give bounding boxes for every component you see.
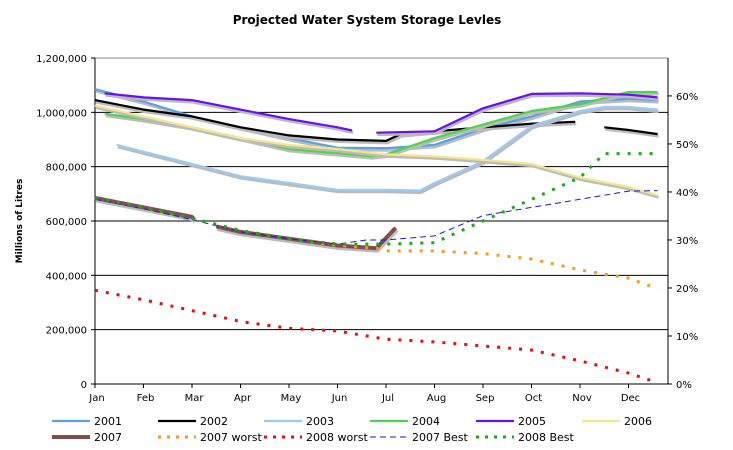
y2-tick-label: 60% xyxy=(676,92,698,103)
legend-label: 2007 Best xyxy=(412,431,469,444)
x-tick-label: Sep xyxy=(476,393,495,404)
series-2006 xyxy=(94,104,660,199)
legend-label: 2008 Best xyxy=(518,431,575,444)
y2-tick-label: 40% xyxy=(676,188,698,199)
series-shadow xyxy=(95,106,660,199)
x-tick-label: Feb xyxy=(137,393,155,404)
y-tick-label: 400,000 xyxy=(46,271,87,282)
legend-label: 2007 worst xyxy=(200,431,262,444)
y-tick-label: 0 xyxy=(81,380,87,391)
series-shadow xyxy=(95,197,198,224)
y2-tick-label: 20% xyxy=(676,284,698,295)
series-line xyxy=(94,152,658,246)
series-2005 xyxy=(104,92,659,137)
series-line xyxy=(94,288,659,385)
series-line xyxy=(94,99,576,142)
legend-label: 2004 xyxy=(412,415,440,428)
x-tick-label: Mar xyxy=(185,393,205,404)
x-tick-label: May xyxy=(281,393,302,404)
series-line xyxy=(604,126,658,136)
y-tick-label: 200,000 xyxy=(46,326,87,337)
x-tick-label: Jun xyxy=(331,393,348,404)
series-shadow xyxy=(105,93,354,134)
legend-label: 2003 xyxy=(306,415,334,428)
chart-title: Projected Water System Storage Levles xyxy=(233,13,502,27)
series-group xyxy=(94,88,660,385)
y2-tick-label: 50% xyxy=(676,140,698,151)
y2-tick-label: 0% xyxy=(676,380,692,391)
x-tick-label: Jan xyxy=(88,393,104,404)
series-line xyxy=(116,105,658,192)
series-shadow xyxy=(377,93,659,137)
axes: 0 200,000 400,000 600,000 800,000 1,000,000 1,… xyxy=(36,54,698,404)
legend-label: 2005 xyxy=(518,415,546,428)
series-shadow xyxy=(605,127,659,138)
x-tick-label: Dec xyxy=(621,393,640,404)
y-tick-label: 1,000,000 xyxy=(36,108,87,119)
series-line xyxy=(104,92,353,132)
y2-tick-label: 10% xyxy=(676,332,698,343)
y-axis-label: Millions of Litres xyxy=(15,179,25,264)
legend: 2001 2002 2003 2004 2005 2006 2007 2007 worst 20… xyxy=(52,415,652,444)
legend-label: 2001 xyxy=(94,415,122,428)
x-tick-label: Aug xyxy=(427,393,447,404)
series-2008-best xyxy=(94,152,658,246)
x-tick-label: Jul xyxy=(381,393,394,404)
legend-label: 2007 xyxy=(94,431,122,444)
series-line xyxy=(94,88,658,150)
y-tick-label: 800,000 xyxy=(46,163,87,174)
series-line xyxy=(94,104,658,197)
series-line xyxy=(376,92,658,134)
x-tick-label: Oct xyxy=(525,393,542,404)
x-tick-label: Apr xyxy=(234,393,252,404)
legend-label: 2008 worst xyxy=(306,431,368,444)
y2-tick-label: 30% xyxy=(676,236,698,247)
x-tick-label: Nov xyxy=(572,393,592,404)
series-2008-worst xyxy=(94,288,659,385)
y-tick-label: 600,000 xyxy=(46,217,87,228)
series-shadow xyxy=(117,107,659,195)
series-2003 xyxy=(116,105,659,195)
y-tick-label: 1,200,000 xyxy=(36,54,87,65)
series-2002 xyxy=(94,99,659,145)
legend-label: 2006 xyxy=(624,415,652,428)
legend-label: 2002 xyxy=(200,415,228,428)
series-shadow xyxy=(95,100,577,145)
